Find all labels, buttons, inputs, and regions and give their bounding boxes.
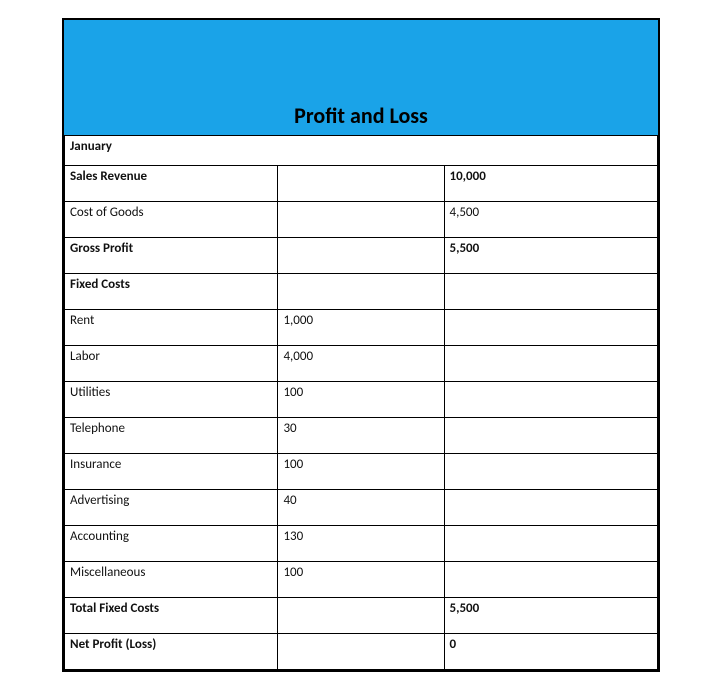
row-col3: [444, 454, 658, 490]
row-label: Insurance: [65, 454, 278, 490]
table-row: Advertising40: [65, 490, 658, 526]
row-label: Accounting: [65, 526, 278, 562]
table-row: Labor4,000: [65, 346, 658, 382]
row-col3: 5,500: [444, 598, 658, 634]
row-col3: [444, 562, 658, 598]
row-col3: [444, 346, 658, 382]
table-row: Telephone30: [65, 418, 658, 454]
row-col2: [278, 202, 444, 238]
row-label: Utilities: [65, 382, 278, 418]
row-col3: 5,500: [444, 238, 658, 274]
row-col2: 40: [278, 490, 444, 526]
profit-loss-sheet: Profit and Loss January Sales Revenue 10,…: [62, 18, 660, 672]
table-row: Insurance100: [65, 454, 658, 490]
row-col3: [444, 382, 658, 418]
row-col2: [278, 274, 444, 310]
row-col2: 130: [278, 526, 444, 562]
document-title: Profit and Loss: [294, 102, 428, 129]
table-row: Gross Profit 5,500: [65, 238, 658, 274]
period-label: January: [65, 136, 658, 166]
row-col2: 1,000: [278, 310, 444, 346]
table-row: Utilities100: [65, 382, 658, 418]
row-col3: 4,500: [444, 202, 658, 238]
row-label: Rent: [65, 310, 278, 346]
row-col3: [444, 418, 658, 454]
row-col2: 4,000: [278, 346, 444, 382]
row-label: Total Fixed Costs: [65, 598, 278, 634]
row-col2: [278, 238, 444, 274]
row-col3: [444, 526, 658, 562]
table-row: Cost of Goods 4,500: [65, 202, 658, 238]
row-col2: 100: [278, 382, 444, 418]
row-col2: [278, 598, 444, 634]
table-row: Miscellaneous100: [65, 562, 658, 598]
table-row: Sales Revenue 10,000: [65, 166, 658, 202]
row-label: Sales Revenue: [65, 166, 278, 202]
profit-loss-table: January Sales Revenue10,000Cost of Goods…: [64, 135, 658, 670]
table-row: Accounting130: [65, 526, 658, 562]
row-col3: [444, 274, 658, 310]
row-label: Net Profit (Loss): [65, 634, 278, 670]
row-col2: 30: [278, 418, 444, 454]
table-row: Fixed Costs: [65, 274, 658, 310]
row-col2: 100: [278, 562, 444, 598]
row-col2: 100: [278, 454, 444, 490]
row-col2: [278, 166, 444, 202]
table-row: Net Profit (Loss) 0: [65, 634, 658, 670]
table-row: Rent1,000: [65, 310, 658, 346]
row-col3: 10,000: [444, 166, 658, 202]
row-label: Gross Profit: [65, 238, 278, 274]
row-col3: [444, 310, 658, 346]
row-label: Fixed Costs: [65, 274, 278, 310]
period-row: January: [65, 136, 658, 166]
row-col2: [278, 634, 444, 670]
row-label: Advertising: [65, 490, 278, 526]
title-band: Profit and Loss: [64, 20, 658, 135]
row-col3: 0: [444, 634, 658, 670]
row-label: Miscellaneous: [65, 562, 278, 598]
table-row: Total Fixed Costs 5,500: [65, 598, 658, 634]
row-col3: [444, 490, 658, 526]
row-label: Telephone: [65, 418, 278, 454]
row-label: Cost of Goods: [65, 202, 278, 238]
row-label: Labor: [65, 346, 278, 382]
